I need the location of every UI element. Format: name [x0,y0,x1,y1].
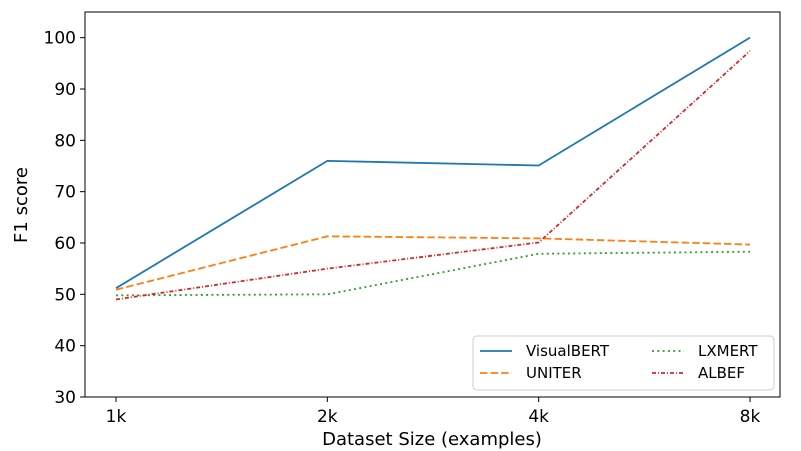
x-tick-label: 1k [106,407,127,427]
y-tick-label: 90 [54,80,76,100]
series-line-visualbert [115,36,751,289]
series-line-lxmert [115,250,751,297]
series-line-uniter [115,235,751,291]
legend-label-lxmert: LXMERT [698,342,758,360]
plot-area [84,11,781,398]
y-tick-label: 100 [44,29,76,49]
y-tick-label: 60 [54,234,76,254]
x-tick-label: 8k [740,407,761,427]
legend-label-uniter: UNITER [526,364,582,382]
x-tick-label: 4k [528,407,549,427]
y-axis-label: F1 score [11,167,32,243]
legend-label-albef: ALBEF [698,364,745,382]
y-tick-label: 70 [54,183,76,203]
series-line-albef [115,50,751,301]
plot-frame [84,11,781,398]
x-axis-ticks: 1k 2k 4k 8k [106,397,761,427]
y-tick-label: 40 [54,337,76,357]
legend-label-visualbert: VisualBERT [526,342,610,360]
x-axis-label: Dataset Size (examples) [322,429,542,450]
series-lines [115,36,751,301]
y-tick-label: 30 [54,388,76,408]
y-axis-ticks: 30 40 50 60 70 80 90 100 [44,29,85,408]
x-tick-label: 2k [317,407,338,427]
y-tick-label: 80 [54,131,76,151]
y-tick-label: 50 [54,285,76,305]
legend: VisualBERT UNITER LXMERT ALBEF [472,335,775,391]
legend-frame [472,335,775,391]
